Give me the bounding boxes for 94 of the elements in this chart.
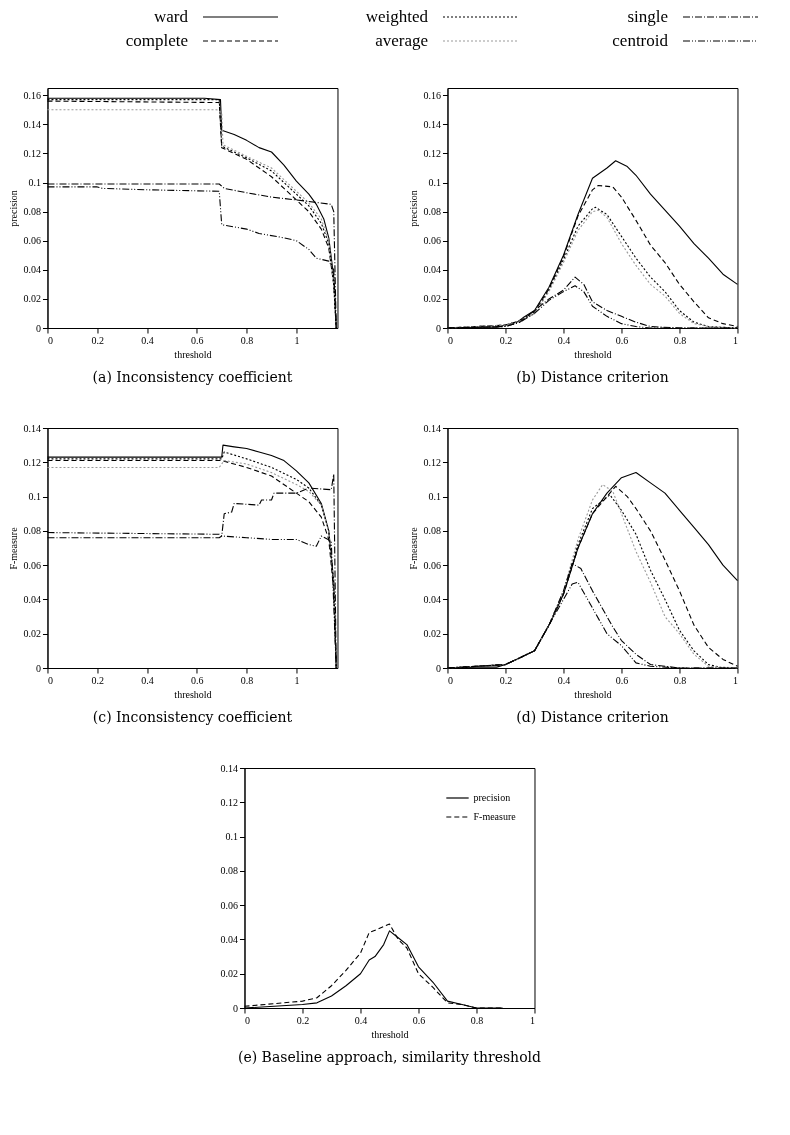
y-tick-label: 0.1 [28, 177, 41, 189]
x-tick-label: 0.8 [673, 334, 687, 346]
y-tick-label: 0.06 [220, 899, 238, 911]
legend-label: ward [154, 7, 189, 26]
legend-label: centroid [612, 31, 669, 50]
y-tick-label: 0.14 [220, 762, 238, 774]
x-axis-title: threshold [371, 1028, 409, 1040]
x-tick-label: 0.6 [412, 1014, 426, 1026]
x-tick-label: 0 [244, 1014, 250, 1026]
x-axis-title: threshold [174, 688, 212, 700]
y-axis-title: precision [8, 190, 20, 227]
y-tick-label: 0.04 [220, 933, 238, 945]
y-tick-label: 0.04 [423, 264, 441, 276]
y-tick-label: 0.12 [23, 456, 41, 468]
x-tick-label: 0.2 [499, 334, 513, 346]
x-tick-label: 0.4 [354, 1014, 368, 1026]
x-tick-label: 0.6 [191, 334, 204, 346]
y-tick-label: 0.02 [423, 293, 441, 305]
legend-label: single [627, 7, 668, 26]
y-tick-label: 0 [35, 662, 41, 674]
text: (c) Inconsistency coefficient [92, 709, 293, 725]
x-axis-title: threshold [174, 348, 212, 360]
text: (a) Inconsistency coefficient [92, 369, 293, 385]
text: (e) Baseline approach, similarity threshold [237, 1049, 542, 1065]
x-tick-label: 0.8 [673, 674, 687, 686]
y-tick-label: 0.16 [423, 89, 441, 101]
y-tick-label: 0.04 [23, 264, 41, 276]
y-tick-label: 0.1 [428, 491, 441, 503]
y-tick-label: 0.02 [220, 968, 238, 980]
x-tick-label: 0 [447, 674, 453, 686]
legend-label: precision [473, 792, 511, 803]
y-tick-label: 0.08 [220, 865, 238, 877]
x-tick-label: 0.6 [191, 674, 204, 686]
x-tick-label: 0.4 [141, 334, 154, 346]
x-tick-label: 0.2 [91, 334, 105, 346]
x-axis-title: threshold [574, 688, 612, 700]
y-tick-label: 0.12 [423, 456, 441, 468]
y-tick-label: 0 [435, 662, 441, 674]
text: (d) Distance criterion [516, 709, 669, 725]
x-tick-label: 0.4 [557, 334, 571, 346]
x-tick-label: 1 [294, 334, 300, 346]
x-tick-label: 0.8 [240, 674, 254, 686]
y-tick-label: 0.1 [28, 491, 41, 503]
legend-label: weighted [365, 7, 429, 26]
x-tick-label: 0 [47, 334, 53, 346]
x-tick-label: 0 [447, 334, 453, 346]
x-tick-label: 0.6 [615, 674, 629, 686]
y-tick-label: 0.14 [423, 118, 441, 130]
y-axis-title: F-measure [8, 526, 20, 570]
y-axis-title: F-measure [408, 526, 420, 570]
y-tick-label: 0.06 [23, 559, 41, 571]
x-tick-label: 1 [294, 674, 300, 686]
text: (b) Distance criterion [516, 369, 669, 385]
y-tick-label: 0.02 [23, 628, 41, 640]
y-tick-label: 0.14 [23, 118, 41, 130]
y-tick-label: 0 [35, 322, 41, 334]
y-tick-label: 0.08 [23, 525, 41, 537]
x-tick-label: 0 [47, 674, 53, 686]
y-tick-label: 0.02 [23, 293, 41, 305]
y-tick-label: 0.06 [423, 559, 441, 571]
y-tick-label: 0.12 [423, 147, 441, 159]
legend-label: complete [125, 31, 188, 50]
x-axis-title: threshold [574, 348, 612, 360]
x-tick-label: 1 [732, 674, 738, 686]
y-tick-label: 0.14 [423, 422, 441, 434]
y-tick-label: 0.08 [23, 206, 41, 218]
y-axis-title: precision [408, 190, 420, 227]
y-tick-label: 0 [232, 1002, 238, 1014]
y-tick-label: 0.1 [428, 177, 441, 189]
y-tick-label: 0.06 [423, 235, 441, 247]
legend-label: F-measure [473, 811, 517, 822]
y-tick-label: 0.12 [220, 796, 238, 808]
y-tick-label: 0.16 [23, 89, 41, 101]
y-tick-label: 0.04 [423, 593, 441, 605]
x-tick-label: 0.4 [557, 674, 571, 686]
x-tick-label: 0.8 [470, 1014, 484, 1026]
x-tick-label: 0.4 [141, 674, 154, 686]
y-tick-label: 0.08 [423, 525, 441, 537]
x-tick-label: 0.2 [91, 674, 105, 686]
x-tick-label: 0.6 [615, 334, 629, 346]
y-tick-label: 0.14 [23, 422, 41, 434]
x-tick-label: 0.2 [499, 674, 513, 686]
y-tick-label: 0.04 [23, 593, 41, 605]
x-tick-label: 1 [732, 334, 738, 346]
x-tick-label: 0.2 [296, 1014, 310, 1026]
y-tick-label: 0.12 [23, 147, 41, 159]
y-tick-label: 0.06 [23, 235, 41, 247]
y-tick-label: 0 [435, 322, 441, 334]
x-tick-label: 0.8 [240, 334, 254, 346]
y-tick-label: 0.08 [423, 206, 441, 218]
y-tick-label: 0.02 [423, 628, 441, 640]
legend-label: average [375, 31, 428, 50]
y-tick-label: 0.1 [225, 831, 238, 843]
x-tick-label: 1 [529, 1014, 535, 1026]
